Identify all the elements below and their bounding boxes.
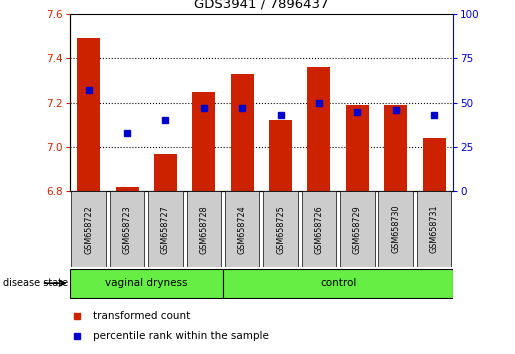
Bar bbox=[110, 191, 144, 267]
Bar bbox=[384, 105, 407, 191]
Bar bbox=[417, 191, 451, 267]
Text: control: control bbox=[320, 278, 356, 288]
Bar bbox=[379, 191, 413, 267]
Bar bbox=[422, 138, 445, 191]
Bar bbox=[115, 187, 139, 191]
Text: GSM658731: GSM658731 bbox=[430, 205, 438, 253]
Text: GSM658723: GSM658723 bbox=[123, 205, 131, 253]
Bar bbox=[346, 105, 369, 191]
Text: transformed count: transformed count bbox=[93, 310, 190, 321]
Text: GSM658727: GSM658727 bbox=[161, 205, 170, 253]
Bar bbox=[186, 191, 221, 267]
Bar bbox=[231, 74, 254, 191]
Text: percentile rank within the sample: percentile rank within the sample bbox=[93, 331, 268, 341]
Bar bbox=[340, 191, 374, 267]
Text: GSM658729: GSM658729 bbox=[353, 205, 362, 253]
Text: vaginal dryness: vaginal dryness bbox=[105, 278, 187, 288]
Text: GSM658722: GSM658722 bbox=[84, 205, 93, 253]
Text: GSM658725: GSM658725 bbox=[276, 205, 285, 253]
Bar bbox=[223, 269, 453, 297]
Bar bbox=[225, 191, 260, 267]
Bar bbox=[263, 191, 298, 267]
Bar bbox=[70, 269, 223, 297]
Text: GSM658724: GSM658724 bbox=[238, 205, 247, 253]
Text: disease state: disease state bbox=[3, 278, 67, 288]
Bar bbox=[269, 120, 292, 191]
Text: GSM658726: GSM658726 bbox=[315, 205, 323, 253]
Bar bbox=[307, 67, 331, 191]
Title: GDS3941 / 7896437: GDS3941 / 7896437 bbox=[194, 0, 329, 10]
Bar bbox=[72, 191, 106, 267]
Bar bbox=[77, 39, 100, 191]
Bar bbox=[302, 191, 336, 267]
Text: GSM658730: GSM658730 bbox=[391, 205, 400, 253]
Text: GSM658728: GSM658728 bbox=[199, 205, 208, 253]
Bar bbox=[148, 191, 183, 267]
Bar bbox=[154, 154, 177, 191]
Bar bbox=[192, 92, 215, 191]
